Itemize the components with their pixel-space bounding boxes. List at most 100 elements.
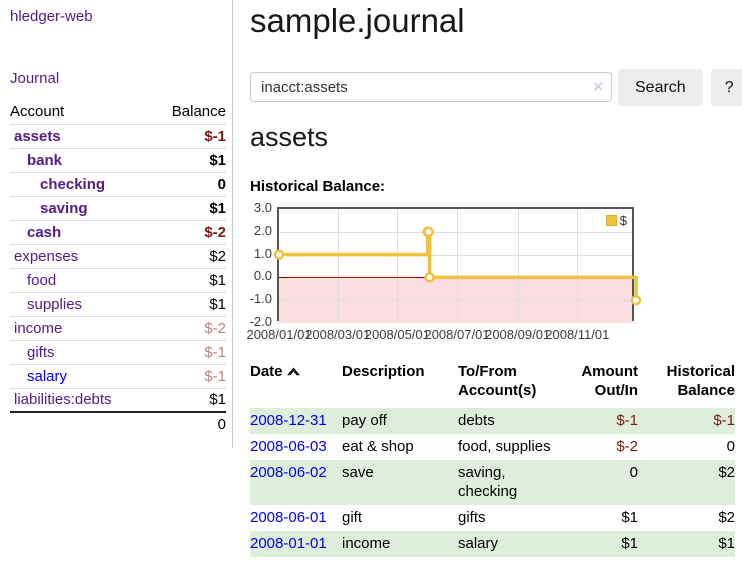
sidebar-account-link[interactable]: checking	[40, 175, 106, 193]
transaction-description: save	[342, 460, 458, 505]
register-row: 2008-01-01 income salary $1 $1	[250, 531, 735, 557]
register-table: Date Description To/From Account(s) Amou…	[250, 358, 735, 557]
sidebar-account-link[interactable]: gifts	[27, 343, 55, 361]
account-balance: $-2	[204, 223, 226, 241]
chart-y-tick-label: 0.0	[253, 268, 272, 284]
transaction-description: pay off	[342, 408, 458, 434]
account-row: supplies $1	[10, 292, 226, 316]
transaction-balance: $-1	[638, 408, 735, 434]
transaction-balance: 0	[726, 438, 735, 455]
sidebar-account-link[interactable]: income	[14, 319, 63, 337]
chart-y-tick-label: -2.0	[249, 314, 272, 329]
chart-x-tick-label: 2008/07/01	[424, 327, 490, 342]
transaction-description: eat & shop	[342, 438, 414, 455]
transaction-balance: $2	[638, 460, 735, 505]
account-row: saving $1	[10, 196, 226, 220]
chart-data-point	[273, 249, 285, 260]
balance-chart-plot: 3.0 2.0 1.0 0.0 -1.0 -2.0 2008/01/01 2008/03/01…	[246, 200, 642, 342]
account-balance: $1	[209, 271, 226, 289]
sort-caret-up-icon	[286, 367, 300, 376]
register-col-balance: Historical Balance	[666, 363, 735, 399]
chart-x-tick-label: 2008/03/01	[305, 327, 371, 342]
register-col-accounts: To/From Account(s)	[458, 363, 537, 399]
account-row: assets $-1	[10, 124, 226, 148]
transaction-date-link[interactable]: 2008-06-01	[250, 509, 327, 526]
account-balance: $1	[209, 391, 226, 409]
chart-gridline	[577, 209, 579, 319]
sidebar-account-link[interactable]: expenses	[14, 247, 79, 265]
sidebar-account-link[interactable]: food	[27, 271, 57, 289]
account-heading: assets	[250, 122, 329, 152]
legend-swatch-icon	[605, 215, 617, 226]
transaction-description: income	[342, 531, 458, 557]
transaction-accounts: gifts	[458, 509, 486, 526]
account-balance: $2	[209, 247, 226, 265]
sidebar-account-link[interactable]: liabilities:debts	[14, 391, 112, 409]
account-balance: $-2	[204, 319, 226, 337]
transaction-balance: $1	[638, 531, 735, 557]
transaction-date-link[interactable]: 2008-06-02	[250, 464, 327, 481]
chart-data-point	[630, 294, 642, 306]
page-title: sample.journal	[250, 2, 465, 39]
register-row: 2008-06-03 eat & shop food, supplies $-2 0	[250, 434, 735, 460]
register-col-amount: Amount Out/In	[581, 363, 638, 399]
transaction-date-link[interactable]: 2008-06-03	[250, 438, 327, 455]
transaction-balance: $2	[718, 509, 735, 526]
search-input[interactable]	[250, 72, 612, 102]
chart-data-point	[424, 272, 435, 283]
sidebar-account-link[interactable]: saving	[40, 199, 88, 217]
accounts-table: Account Balance assets $-1 bank $1 checking 0…	[10, 100, 226, 436]
chart-gridline	[457, 209, 458, 319]
accounts-table-header: Account Balance	[10, 100, 226, 124]
account-row: checking 0	[10, 172, 226, 196]
accounts-table-body: assets $-1 bank $1 checking 0 saving $1 cash $-2 e…	[10, 124, 226, 412]
balance-column-header: Balance	[171, 103, 226, 121]
transaction-accounts: salary	[458, 531, 562, 557]
help-button[interactable]: ?	[710, 69, 742, 106]
sidebar-account-link[interactable]: cash	[27, 223, 62, 241]
chart-y-tick-label: 3.0	[253, 200, 272, 215]
transaction-amount: $1	[621, 509, 638, 526]
account-balance: $-1	[204, 343, 226, 361]
register-col-description: Description	[342, 363, 425, 380]
chart-series-svg	[273, 226, 642, 306]
sidebar-account-link[interactable]: assets	[14, 127, 61, 145]
transaction-amount: $-1	[562, 408, 638, 434]
transaction-accounts: debts	[458, 408, 562, 434]
register-col-date[interactable]: Date	[250, 358, 342, 408]
account-balance: $-1	[204, 127, 226, 145]
register-row: 2008-06-02 save saving, checking 0 $2	[250, 460, 735, 505]
transaction-date-link[interactable]: 2008-01-01	[250, 535, 327, 552]
sidebar-account-link[interactable]: supplies	[27, 295, 83, 313]
search-button[interactable]: Search	[618, 69, 703, 106]
sidebar-account-link[interactable]: bank	[27, 151, 63, 169]
account-row: cash $-2	[10, 220, 226, 244]
transaction-amount: $-2	[616, 438, 638, 455]
account-row: bank $1	[10, 148, 226, 172]
chart-y-tick-label: -1.0	[249, 291, 272, 307]
chart-gridline	[397, 209, 399, 319]
chart-x-tick-label: 2008/09/01	[485, 327, 551, 342]
chart-gridline	[279, 231, 632, 233]
account-row: liabilities:debts $1	[10, 388, 226, 412]
sidebar: hledger-web Journal Account Balance asse…	[0, 0, 233, 448]
chart-gridline	[279, 254, 632, 256]
chart-data-point	[423, 226, 434, 238]
app-brand-link[interactable]: hledger-web	[10, 8, 93, 25]
account-row: salary $-1	[10, 364, 226, 388]
chart-x-tick-label: 2008/11/01	[545, 327, 610, 342]
account-balance: $1	[209, 151, 226, 169]
account-row: food $1	[10, 268, 226, 292]
clear-search-icon[interactable]: ×	[593, 77, 603, 96]
chart-gridline	[337, 209, 339, 319]
transaction-amount: 0	[562, 460, 638, 505]
chart-y-tick-label: 1.0	[253, 245, 272, 261]
account-balance: $-1	[204, 367, 226, 385]
account-row: expenses $2	[10, 244, 226, 268]
transaction-date-link[interactable]: 2008-12-31	[250, 412, 327, 429]
accounts-column-header: Account	[10, 103, 65, 121]
search-field-wrap: ×	[250, 72, 612, 106]
sidebar-item-journal[interactable]: Journal	[10, 70, 60, 87]
sidebar-account-link[interactable]: salary	[27, 367, 68, 385]
chart-gridline	[517, 209, 519, 319]
